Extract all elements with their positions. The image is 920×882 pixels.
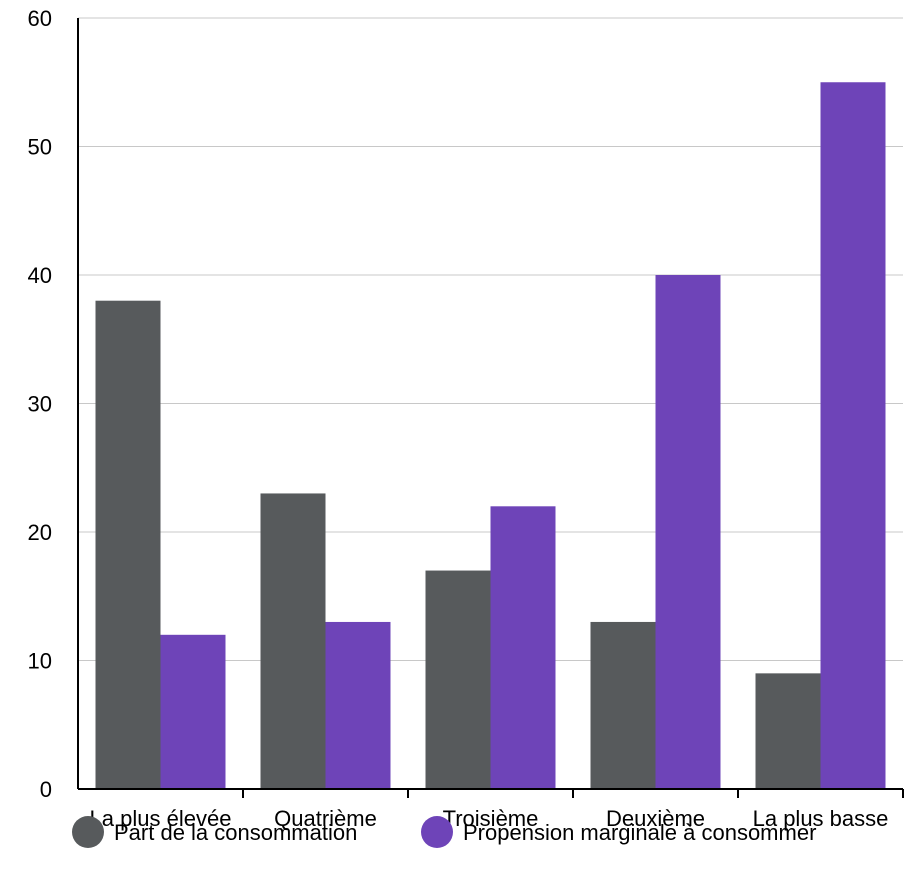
legend: Part de la consommation Propension margin… <box>72 816 816 848</box>
y-tick-label: 40 <box>28 263 52 288</box>
x-tick-label: Troisième <box>443 806 539 831</box>
bar-part-consommation <box>755 673 821 789</box>
bar-part-consommation <box>425 570 491 789</box>
y-tick-label: 20 <box>28 520 52 545</box>
y-tick-label: 50 <box>28 135 52 160</box>
x-tick-label: La plus basse <box>753 806 889 831</box>
y-tick-label: 0 <box>40 777 52 802</box>
bar-propension-marginale <box>820 82 886 789</box>
bar-part-consommation <box>260 493 326 789</box>
y-tick-label: 30 <box>28 392 52 417</box>
legend-marker <box>421 816 453 848</box>
bar-propension-marginale <box>655 275 721 789</box>
legend-label: Part de la consommation <box>114 820 357 845</box>
bars <box>95 82 886 789</box>
legend-marker <box>72 816 104 848</box>
bar-part-consommation <box>590 621 656 789</box>
bar-propension-marginale <box>160 634 226 789</box>
x-tick-label: La plus élevée <box>90 806 232 831</box>
x-axis-ticks: La plus élevée Quatrième Troisième Deuxième… <box>90 789 904 831</box>
x-tick-label: Quatrième <box>274 806 377 831</box>
y-tick-label: 10 <box>28 649 52 674</box>
legend-label: Propension marginale à consommer <box>463 820 816 845</box>
bar-propension-marginale <box>490 506 556 789</box>
axes <box>77 18 903 790</box>
y-tick-label: 60 <box>28 6 52 31</box>
gridlines <box>78 17 903 661</box>
bar-propension-marginale <box>325 621 391 789</box>
y-axis-ticks: 0 10 20 30 40 50 60 <box>28 6 52 802</box>
bar-part-consommation <box>95 300 161 789</box>
x-tick-label: Deuxième <box>606 806 705 831</box>
